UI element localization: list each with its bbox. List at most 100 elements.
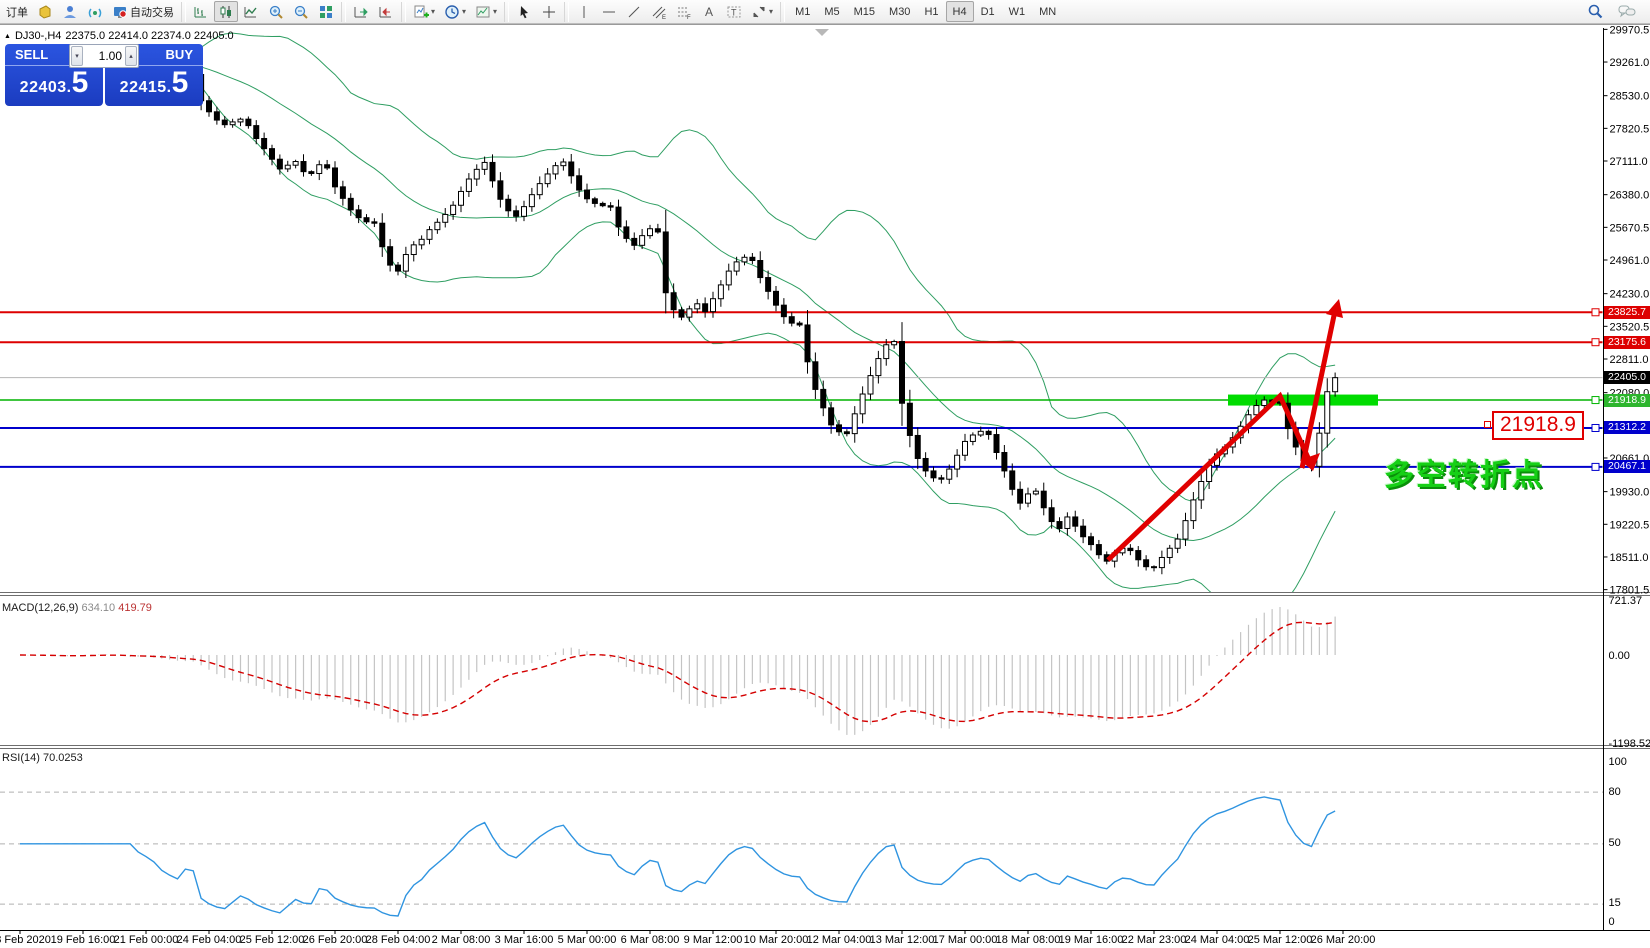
- market-watch-icon[interactable]: [33, 1, 57, 22]
- autotrading-button[interactable]: 自动交易: [108, 1, 178, 22]
- volume-increase-button[interactable]: ▴: [125, 46, 137, 66]
- candles[interactable]: [17, 51, 1339, 575]
- hline-anchor[interactable]: [1591, 338, 1600, 347]
- candle-chart-button[interactable]: [214, 1, 238, 22]
- buy-price: 22415. 5: [119, 66, 189, 99]
- timeframe-h4[interactable]: H4: [945, 1, 974, 22]
- svg-text:2 Mar 08:00: 2 Mar 08:00: [432, 934, 491, 946]
- timeframe-m1[interactable]: M1: [795, 5, 811, 18]
- auto-scroll-button[interactable]: [349, 1, 373, 22]
- bar-chart-icon: [194, 6, 206, 17]
- trend-arrow-zigzag[interactable]: [1106, 391, 1313, 562]
- bar-chart-button[interactable]: [189, 1, 213, 22]
- volume-input[interactable]: [84, 48, 124, 64]
- arrows-icon: [753, 6, 765, 17]
- hline-anchor[interactable]: [1591, 396, 1600, 405]
- dropdown-caret-icon: ▾: [769, 7, 774, 16]
- symbol-period-label: DJ30-,H4: [14, 30, 62, 42]
- dropdown-caret-icon: ▾: [493, 7, 498, 16]
- timeframe-m15[interactable]: M15: [853, 5, 876, 18]
- vline-tool-button[interactable]: [572, 1, 596, 22]
- svg-text:13 Mar 12:00: 13 Mar 12:00: [870, 934, 935, 946]
- price-callout-box[interactable]: 21918.9: [1492, 411, 1584, 440]
- macd-value-signal: 419.79: [118, 602, 152, 614]
- zoom-out-button[interactable]: [289, 1, 313, 22]
- svg-text:27820.5: 27820.5: [1610, 123, 1650, 135]
- templates-button[interactable]: ▾: [471, 1, 501, 22]
- volume-decrease-button[interactable]: ▾: [71, 46, 83, 66]
- arrows-tool-button[interactable]: ▾: [747, 1, 777, 22]
- svg-text:24230.0: 24230.0: [1610, 289, 1650, 301]
- timeframe-w1[interactable]: W1: [1008, 5, 1026, 18]
- timeframe-d1[interactable]: D1: [980, 5, 995, 18]
- fibonacci-icon: F: [678, 7, 691, 20]
- timeframe-mn[interactable]: MN: [1039, 5, 1057, 18]
- cursor-icon: [520, 5, 529, 18]
- hline-anchor[interactable]: [1591, 462, 1600, 471]
- annotation-text[interactable]: 多空转折点: [1384, 459, 1544, 492]
- sell-button[interactable]: SELL: [5, 44, 103, 66]
- fibonacci-tool-button[interactable]: F: [672, 1, 696, 22]
- hline-tool-button[interactable]: [597, 1, 621, 22]
- zoom-in-button[interactable]: [264, 1, 288, 22]
- indicators-button[interactable]: ▾: [409, 1, 439, 22]
- green-bar-object[interactable]: [1228, 394, 1378, 406]
- svg-text:23520.5: 23520.5: [1610, 321, 1650, 333]
- new-order-label: 订单: [6, 6, 28, 19]
- collapse-triangle-icon[interactable]: ▲: [4, 32, 11, 40]
- svg-text:-1198.52: -1198.52: [1609, 738, 1650, 750]
- search-button[interactable]: [1583, 1, 1608, 22]
- line-chart-button[interactable]: [239, 1, 263, 22]
- svg-text:100: 100: [1609, 756, 1627, 768]
- chart-shift-button[interactable]: [374, 1, 398, 22]
- profile-button[interactable]: [58, 1, 82, 22]
- chat-button[interactable]: [1614, 1, 1640, 22]
- chart-canvas[interactable]: 29970.5 29261.0 28530.0 27820.5 27111.0 26380…: [0, 24, 1650, 948]
- hline-anchor[interactable]: [1591, 308, 1600, 317]
- price-badge: 21918.9: [1604, 393, 1650, 407]
- tile-windows-button[interactable]: [314, 1, 338, 22]
- toolbar: 订单 自动交易 ▾ ▾: [0, 0, 1650, 24]
- signal-icon: [88, 8, 102, 17]
- trendline-tool-button[interactable]: [622, 1, 646, 22]
- trendline-icon: [628, 6, 640, 17]
- svg-text:18 Mar 08:00: 18 Mar 08:00: [996, 934, 1061, 946]
- one-click-trading-panel: SELL 22403.5 BUY 22415.5 ▾ ▴: [5, 44, 203, 106]
- chart-shift-marker[interactable]: [815, 29, 829, 36]
- svg-text:26 Mar 20:00: 26 Mar 20:00: [1311, 934, 1376, 946]
- autotrading-label: 自动交易: [130, 6, 174, 19]
- channel-tool-button[interactable]: E: [647, 1, 671, 22]
- vertical-line-icon: [583, 5, 585, 18]
- template-chart-icon: [476, 6, 490, 17]
- crosshair-tool-button[interactable]: [537, 1, 561, 22]
- callout-anchor-square[interactable]: [1484, 421, 1491, 428]
- svg-text:26 Feb 20:00: 26 Feb 20:00: [303, 934, 368, 946]
- sell-label: SELL: [15, 47, 49, 62]
- text-label-icon: T: [727, 6, 741, 17]
- toolbar-separator: [504, 1, 510, 22]
- toolbar-separator: [564, 1, 570, 22]
- timeframe-m30[interactable]: M30: [889, 5, 911, 18]
- timeframe-m5[interactable]: M5: [824, 5, 840, 18]
- zoom-in-icon: [269, 5, 283, 19]
- buy-button[interactable]: BUY: [105, 44, 203, 66]
- search-icon: [1588, 4, 1603, 19]
- signal-button[interactable]: [83, 1, 107, 22]
- periods-button[interactable]: ▾: [440, 1, 470, 22]
- clock-icon: [445, 4, 459, 19]
- timeframe-h1[interactable]: H1: [924, 5, 939, 18]
- text-a-icon: A: [705, 5, 713, 19]
- tile-windows-icon: [320, 5, 332, 18]
- svg-text:15: 15: [1609, 897, 1621, 909]
- text-tool-button[interactable]: A: [697, 1, 721, 22]
- dropdown-caret-icon: ▾: [431, 7, 436, 16]
- chat-bubbles-icon: [1618, 5, 1636, 17]
- new-order-button[interactable]: 订单: [2, 1, 32, 22]
- cursor-tool-button[interactable]: [512, 1, 536, 22]
- svg-text:9 Mar 12:00: 9 Mar 12:00: [684, 934, 743, 946]
- trend-arrow-rally[interactable]: [1299, 305, 1339, 469]
- text-label-tool-button[interactable]: T: [722, 1, 746, 22]
- svg-text:0: 0: [1609, 916, 1615, 928]
- svg-text:29261.0: 29261.0: [1610, 57, 1650, 69]
- hline-anchor[interactable]: [1591, 423, 1600, 432]
